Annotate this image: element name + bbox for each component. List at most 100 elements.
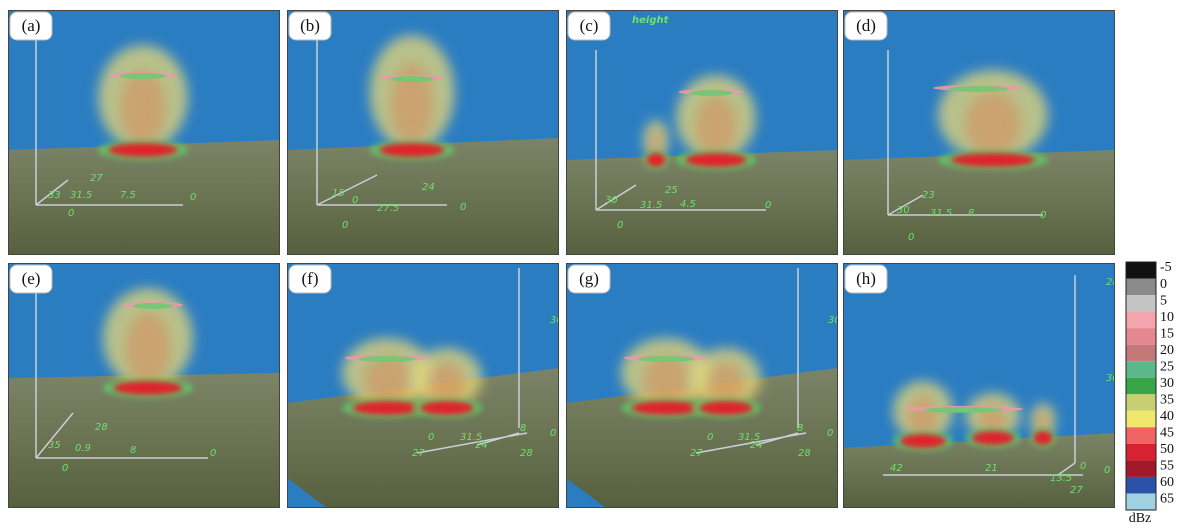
axis-number: 8 [968, 208, 974, 219]
axis-number: 30 [605, 195, 618, 206]
colorbar-label: 0 [1160, 277, 1167, 292]
colorbar-segment [1126, 328, 1156, 345]
axis-number: 30 [550, 315, 563, 326]
annotation: height [632, 15, 670, 26]
axis-number: 42 [890, 463, 903, 474]
axis-number: 27 [412, 448, 425, 459]
axis-number: 0 [62, 463, 68, 474]
echo-base [646, 153, 665, 167]
echo-base [1033, 431, 1052, 445]
axis-number: 24 [750, 440, 763, 451]
echo-core [966, 92, 1021, 156]
axis-number: 30 [1106, 373, 1119, 384]
colorbar-label: 65 [1160, 492, 1174, 507]
axis-number: 0 [342, 220, 348, 231]
axis-number: 24 [422, 182, 435, 193]
colorbar-segment [1126, 361, 1156, 378]
panel-label: (b) [300, 16, 320, 35]
panel-content: 253031.54.500height [566, 10, 838, 255]
top-disc-green [390, 76, 433, 82]
axis-number: 0 [428, 432, 434, 443]
axis-number: 35 [48, 440, 61, 451]
top-disc-green [359, 356, 416, 362]
axis-number: 28 [95, 422, 108, 433]
colorbar-label: 55 [1160, 459, 1174, 474]
panel-label: (c) [580, 16, 599, 35]
colorbar-label: 30 [1160, 376, 1174, 391]
colorbar-segment [1126, 295, 1156, 312]
axis-number: 30 [897, 205, 910, 216]
colorbar-label: 5 [1160, 293, 1167, 308]
page: 273331.57.500(a)1524027.500(b)253031.54.… [0, 0, 1183, 532]
panel-label: (d) [856, 16, 876, 35]
colorbar-label: 45 [1160, 426, 1174, 441]
axis-number: 0 [460, 202, 466, 213]
panel-label: (h) [856, 269, 876, 288]
panel-content: 1524027.500 [287, 10, 559, 255]
colorbar-label: 25 [1160, 359, 1174, 374]
top-disc-green [133, 303, 173, 309]
axis-number: 0 [1080, 461, 1086, 472]
echo-base [900, 434, 946, 448]
axis-number: 0.9 [75, 443, 91, 454]
axis-number: 21 [985, 463, 998, 474]
colorbar-segment [1126, 477, 1156, 494]
axis-number: 31.5 [640, 200, 662, 211]
colorbar-segment [1126, 427, 1156, 444]
colorbar-label: 15 [1160, 326, 1174, 341]
axis-number: 0 [550, 428, 556, 439]
axis-number: 31.5 [70, 190, 92, 201]
axis-number: 33 [48, 190, 61, 201]
axis-number: 27 [1070, 485, 1083, 496]
axis-number: 31.5 [930, 208, 952, 219]
axis-number: 8 [130, 445, 136, 456]
echo-base [420, 401, 474, 415]
axis-number: 0 [352, 195, 358, 206]
axis-number: 0 [908, 232, 914, 243]
axis-number: 27 [90, 173, 103, 184]
panel-label: (e) [22, 269, 41, 288]
panel-content: 28 35 0.9 8 0 0 [8, 263, 280, 508]
axis-number: 13.5 [1050, 473, 1072, 484]
echo-core [126, 312, 171, 383]
colorbar-segment [1126, 378, 1156, 395]
axis-number: 27.5 [377, 203, 399, 214]
colorbar-segment [1126, 262, 1156, 279]
axis-number: 27 [690, 448, 703, 459]
axis-number: 0 [617, 220, 623, 231]
axis-number: 8 [797, 423, 803, 434]
echo-base [972, 431, 1014, 445]
axis-number: 28 [798, 448, 811, 459]
top-disc-green [120, 73, 167, 79]
echo-core [365, 355, 410, 405]
top-disc-green [923, 407, 1003, 413]
axis-number: 8 [520, 423, 526, 434]
axis-number: 30 [828, 315, 841, 326]
axis-number: 0 [1040, 210, 1046, 221]
echo-core [696, 96, 736, 157]
axis-number: 0 [210, 448, 216, 459]
panel: 28 35 0.9 8 0 0 (e) [8, 263, 280, 508]
colorbar-segment [1126, 493, 1156, 510]
colorbar-label: 10 [1160, 310, 1174, 325]
panel-label: (f) [302, 269, 319, 288]
panel-label: (g) [579, 269, 599, 288]
top-disc-green [948, 86, 1008, 92]
axis-number: 7.5 [120, 190, 136, 201]
echo-base [379, 143, 444, 157]
echo-base [352, 401, 421, 415]
colorbar-label: -5 [1160, 260, 1172, 275]
figure: 273331.57.500(a)1524027.500(b)253031.54.… [0, 0, 1183, 527]
colorbar-label: 50 [1160, 442, 1174, 457]
colorbar-unit: dBz [1129, 511, 1152, 526]
colorbar-label: 35 [1160, 392, 1174, 407]
colorbar-segment [1126, 460, 1156, 477]
axis-number: 28 [520, 448, 533, 459]
panel-label: (a) [22, 16, 41, 35]
